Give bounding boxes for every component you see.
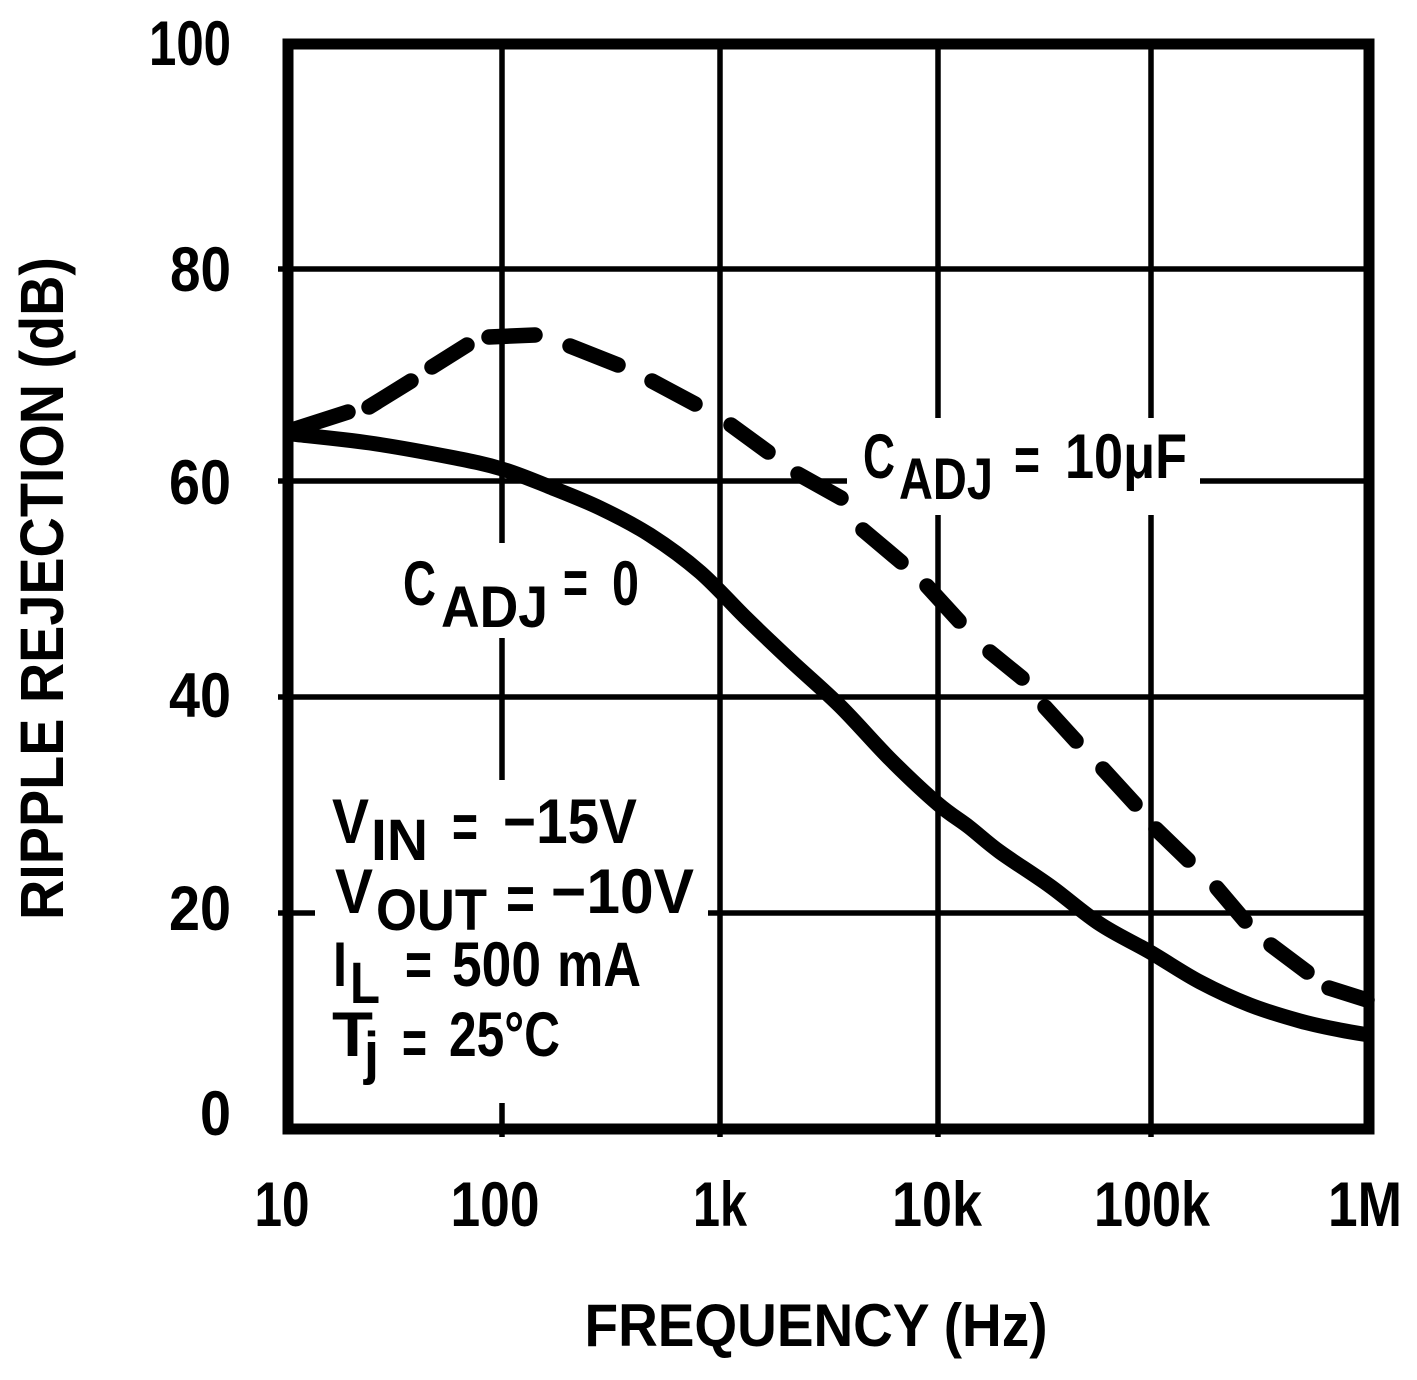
svg-text:10: 10 (255, 1170, 310, 1240)
svg-text:1M: 1M (1328, 1170, 1402, 1240)
svg-text:100: 100 (451, 1170, 540, 1240)
svg-text:=: = (563, 548, 588, 618)
svg-text:=: = (452, 792, 478, 862)
svg-text:80: 80 (170, 235, 231, 305)
svg-text:C: C (403, 549, 436, 619)
svg-text:ADJ: ADJ (441, 575, 548, 640)
svg-text:L: L (350, 951, 380, 1016)
svg-text:RIPPLE REJECTION (dB): RIPPLE REJECTION (dB) (8, 257, 76, 920)
svg-text:0: 0 (612, 549, 639, 619)
svg-text:=: = (1014, 425, 1040, 495)
svg-text:10k: 10k (892, 1170, 983, 1240)
svg-text:0: 0 (200, 1079, 231, 1149)
svg-text:T: T (332, 1000, 373, 1070)
svg-text:−10V: −10V (551, 857, 694, 927)
svg-text:100k: 100k (1094, 1170, 1211, 1240)
svg-text:20: 20 (169, 874, 231, 944)
svg-text:C: C (863, 422, 895, 492)
svg-text:10μF: 10μF (1065, 422, 1187, 492)
svg-text:−15V: −15V (503, 787, 637, 857)
svg-text:j: j (363, 1021, 379, 1086)
svg-text:=: = (405, 930, 432, 1000)
svg-text:I: I (333, 930, 347, 1000)
svg-text:=: = (506, 864, 535, 934)
svg-text:40: 40 (169, 661, 231, 731)
svg-text:1k: 1k (693, 1170, 748, 1240)
svg-text:FREQUENCY (Hz): FREQUENCY (Hz) (585, 1292, 1048, 1359)
svg-text:V: V (335, 857, 373, 927)
svg-text:OUT: OUT (376, 878, 487, 943)
svg-text:100: 100 (149, 9, 231, 79)
svg-text:25°C: 25°C (449, 1000, 560, 1070)
svg-text:60: 60 (169, 448, 231, 518)
svg-text:500: 500 (452, 930, 541, 1000)
svg-text:ADJ: ADJ (899, 447, 993, 512)
svg-text:mA: mA (557, 930, 641, 1000)
svg-text:V: V (332, 787, 369, 857)
svg-text:IN: IN (371, 808, 428, 873)
svg-text:=: = (402, 1008, 427, 1078)
